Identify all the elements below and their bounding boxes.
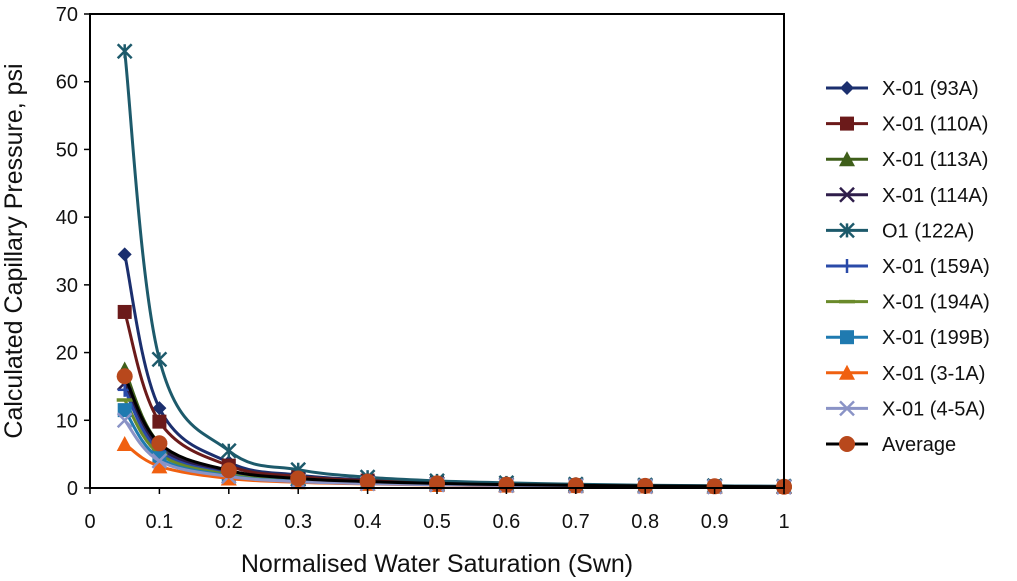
legend-marker-4 bbox=[839, 222, 855, 239]
data-point-7-0 bbox=[117, 403, 132, 418]
x-tick-label: 0.2 bbox=[215, 511, 243, 533]
data-point-1-1 bbox=[152, 414, 167, 429]
y-tick-label: 50 bbox=[56, 139, 78, 161]
data-point-8-0 bbox=[116, 435, 133, 451]
legend-marker-9-stroke-b bbox=[839, 400, 855, 417]
x-tick-label: 0.1 bbox=[145, 511, 173, 533]
legend-label-1: X-01 (110A) bbox=[882, 114, 988, 136]
y-tick-label: 0 bbox=[67, 478, 78, 500]
data-point-10-7 bbox=[567, 477, 584, 494]
legend-marker-3-stroke-b bbox=[839, 186, 855, 203]
x-tick-label: 0.9 bbox=[701, 511, 729, 533]
data-point-4-2 bbox=[220, 442, 237, 459]
y-tick-label: 30 bbox=[56, 275, 78, 297]
data-point-9-1-stroke-b bbox=[151, 453, 168, 469]
x-tick-label: 0.8 bbox=[631, 511, 659, 533]
data-point-4-0 bbox=[116, 43, 133, 60]
data-point-8-1 bbox=[151, 458, 168, 474]
data-point-4-1 bbox=[151, 351, 168, 368]
legend-marker-1 bbox=[840, 116, 854, 131]
y-tick-label: 10 bbox=[56, 410, 78, 432]
data-point-9-0-stroke-b bbox=[116, 412, 133, 429]
y-axis-title: Calculated Capillary Pressure, psi bbox=[0, 63, 28, 438]
legend-marker-5 bbox=[840, 259, 854, 273]
legend-marker-8 bbox=[839, 364, 855, 380]
legend-label-5: X-01 (159A) bbox=[882, 256, 990, 278]
tick-layer: 0 0.1 0.2 0.3 0.4 0.5 0.6 0.7 0.8 0.9 101020304050… bbox=[56, 4, 790, 533]
y-tick-label: 60 bbox=[56, 72, 78, 94]
y-tick-label: 70 bbox=[56, 4, 78, 26]
legend-label-8: X-01 (3-1A) bbox=[882, 363, 985, 385]
x-tick-label: 0.3 bbox=[284, 511, 312, 533]
legend-marker-10 bbox=[839, 436, 855, 452]
data-point-10-0 bbox=[116, 368, 133, 385]
legend-marker-9 bbox=[839, 400, 855, 417]
data-point-10-8 bbox=[637, 477, 654, 494]
y-tick-label: 40 bbox=[56, 207, 78, 229]
legend-label-9: X-01 (4-5A) bbox=[882, 398, 985, 420]
y-tick-label: 20 bbox=[56, 343, 78, 365]
legend-label-3: X-01 (114A) bbox=[882, 185, 988, 207]
data-point-10-3 bbox=[290, 470, 307, 487]
x-tick-label: 0.4 bbox=[354, 511, 382, 533]
legend: X-01 (93A) X-01 (110A) X-01 (113A) X-01 (11… bbox=[826, 78, 990, 456]
legend-label-6: X-01 (194A) bbox=[882, 292, 990, 314]
data-point-1-0 bbox=[117, 304, 132, 319]
legend-marker-3 bbox=[839, 186, 855, 203]
legend-label-7: X-01 (199B) bbox=[882, 327, 990, 349]
x-tick-label: 1 bbox=[778, 511, 789, 533]
legend-marker-7 bbox=[840, 330, 854, 345]
legend-label-10: Average bbox=[882, 434, 956, 456]
legend-marker-2 bbox=[839, 151, 855, 167]
x-tick-label: 0.5 bbox=[423, 511, 451, 533]
x-axis-title: Normalised Water Saturation (Swn) bbox=[241, 550, 633, 578]
data-point-0-0 bbox=[117, 247, 132, 262]
data-point-10-1 bbox=[151, 435, 168, 452]
data-point-9-0 bbox=[116, 412, 133, 429]
data-point-10-2 bbox=[220, 462, 237, 479]
legend-marker-0 bbox=[840, 81, 854, 95]
data-point-10-4 bbox=[359, 473, 376, 490]
legend-label-2: X-01 (113A) bbox=[882, 149, 988, 171]
x-tick-label: 0.6 bbox=[492, 511, 520, 533]
data-point-10-9 bbox=[706, 478, 723, 495]
x-tick-label: 0 bbox=[84, 511, 95, 533]
x-tick-label: 0.7 bbox=[562, 511, 590, 533]
data-point-0-1 bbox=[152, 401, 167, 416]
series-layer bbox=[116, 43, 792, 495]
data-point-9-1 bbox=[151, 453, 168, 469]
legend-label-0: X-01 (93A) bbox=[882, 78, 979, 100]
legend-label-4: O1 (122A) bbox=[882, 220, 974, 242]
